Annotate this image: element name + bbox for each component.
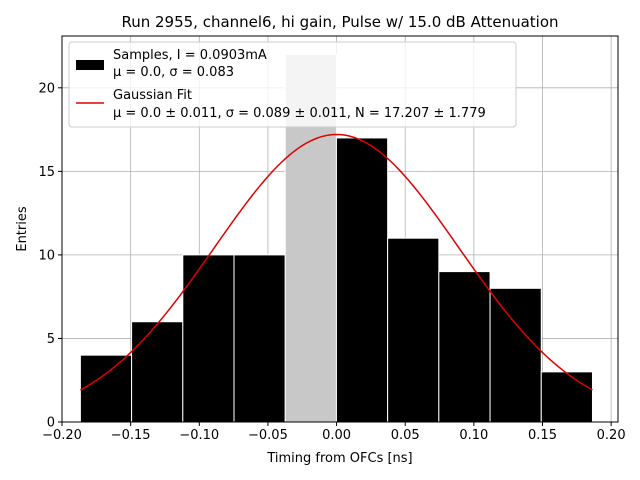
plot-frame — [61, 35, 619, 423]
gaussian-fit-line — [80, 133, 593, 391]
x-axis-label: Timing from OFCs [ns] — [266, 451, 412, 466]
histogram-bar — [79, 354, 133, 423]
x-tick-label: 0.05 — [391, 428, 420, 443]
histogram-bar — [387, 237, 440, 423]
gaussian-fit — [80, 133, 593, 391]
histogram-bar — [131, 321, 184, 423]
legend-fit-stats: μ = 0.0 ± 0.011, σ = 0.089 ± 0.011, N = … — [113, 106, 486, 121]
y-tick-label: 10 — [38, 248, 55, 263]
legend-box — [68, 41, 517, 128]
y-tick-label: 0 — [47, 416, 55, 431]
x-tick-label: 0.15 — [528, 428, 557, 443]
legend-fit-label: Gaussian Fit — [113, 88, 192, 103]
histogram-bar — [182, 254, 235, 423]
histogram-bar — [335, 137, 389, 423]
x-tick-label: 0.20 — [597, 428, 626, 443]
y-tick-label: 20 — [38, 81, 55, 96]
x-tick-label: −0.05 — [248, 428, 288, 443]
x-tick-label: −0.20 — [42, 428, 82, 443]
x-tick-label: 0.00 — [322, 428, 351, 443]
legend-samples-label: Samples, I = 0.0903mA — [113, 48, 267, 63]
x-tick-label: −0.15 — [111, 428, 151, 443]
histogram-bar — [489, 287, 542, 423]
y-axis: 0 5 10 15 20 — [38, 81, 62, 431]
x-axis: −0.20 −0.15 −0.10 −0.05 0.00 0.05 0.10 0.15 0.20 — [42, 422, 626, 443]
x-tick-label: −0.10 — [179, 428, 219, 443]
y-tick-label: 15 — [38, 165, 55, 180]
histogram-bar — [233, 254, 286, 423]
legend-samples-stats: μ = 0.0, σ = 0.083 — [113, 65, 234, 80]
x-tick-label: 0.10 — [459, 428, 488, 443]
histogram-bar — [438, 271, 491, 423]
y-tick-label: 5 — [47, 332, 55, 347]
legend: Samples, I = 0.0903mA μ = 0.0, σ = 0.083… — [68, 41, 517, 128]
y-axis-label: Entries — [15, 206, 30, 252]
chart-title: Run 2955, channel6, hi gain, Pulse w/ 15… — [121, 13, 558, 31]
legend-samples-swatch — [76, 60, 104, 70]
histogram-bar — [540, 371, 593, 423]
